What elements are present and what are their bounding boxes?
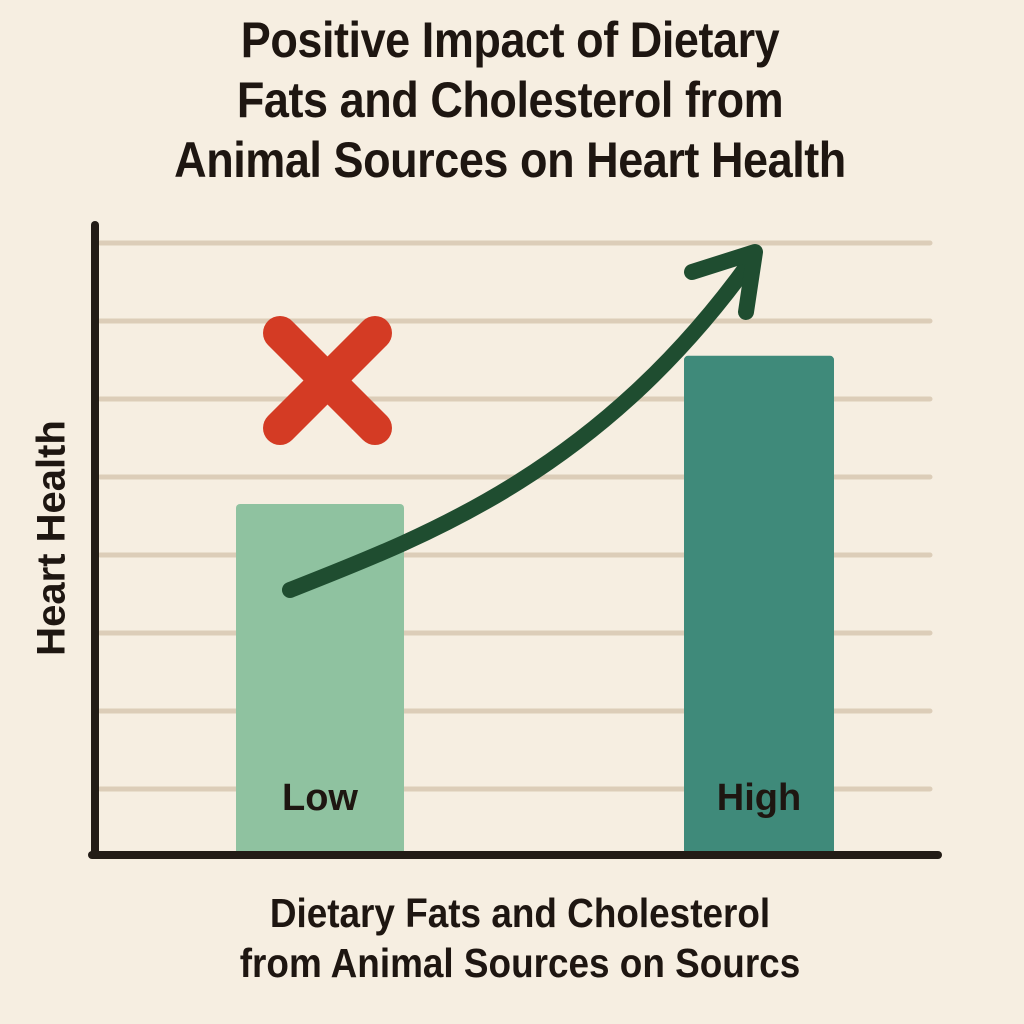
- cross-stroke: [263, 316, 392, 445]
- title-line-3: Animal Sources on Heart Health: [174, 132, 846, 188]
- x-axis-label-line-2: from Animal Sources on Sourcs: [239, 940, 801, 986]
- bar-label-high: High: [717, 777, 801, 819]
- y-axis-label: Heart Health: [29, 420, 74, 656]
- bar-labels: Low High: [282, 777, 801, 819]
- bar-low: [236, 504, 404, 855]
- bar-high: [684, 355, 834, 855]
- bars: [236, 355, 834, 855]
- title-line-2: Fats and Cholesterol from: [236, 72, 784, 128]
- axes: [88, 221, 942, 859]
- arrow-head: [684, 244, 763, 320]
- x-axis-label-line-1: Dietary Fats and Cholesterol: [269, 890, 771, 936]
- chart-title: Positive Impact of Dietary Fats and Chol…: [105, 10, 915, 190]
- cross-mark-icon: [263, 316, 392, 445]
- bar-label-low: Low: [282, 777, 358, 819]
- trend-arrow-icon: [282, 244, 763, 598]
- arrow-shaft: [282, 254, 758, 598]
- x-axis-label: Dietary Fats and Cholesterol from Animal…: [160, 888, 880, 988]
- title-line-1: Positive Impact of Dietary: [240, 12, 780, 68]
